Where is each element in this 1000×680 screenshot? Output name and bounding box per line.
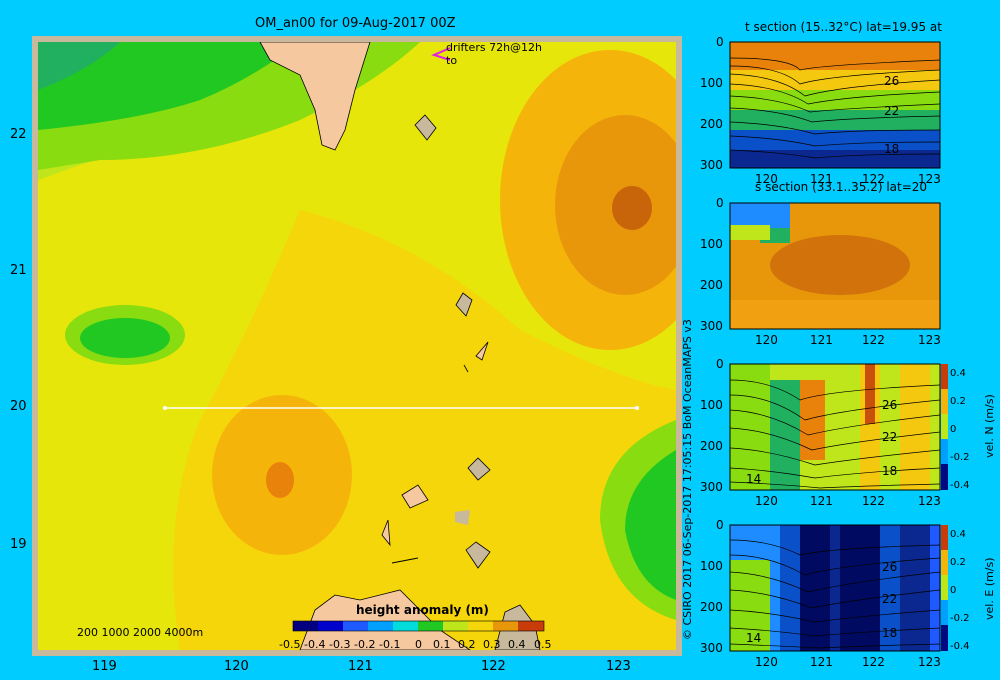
panel-x-tick: 122	[862, 494, 885, 508]
vn-contour-label: 18	[882, 464, 898, 478]
panel-y-tick: 100	[700, 398, 723, 412]
panel-y-tick: 0	[716, 357, 724, 371]
panel-y-tick: 200	[700, 439, 723, 453]
colorbar-tick: 0.4	[508, 638, 526, 651]
colorbar-tick: -0.3	[329, 638, 351, 651]
panel-x-tick: 120	[755, 333, 778, 347]
colorbar-tick: -0.4	[304, 638, 326, 651]
vn-contour-label: 22	[882, 430, 898, 444]
vel-cbar-tick: 0.4	[950, 368, 966, 379]
panel-y-tick: 200	[700, 278, 723, 292]
map-x-tick: 122	[481, 659, 506, 674]
colorbar-tick: -0.1	[379, 638, 401, 651]
vel-cbar-tick: -0.2	[950, 613, 970, 624]
panel-x-tick: 121	[810, 655, 833, 669]
panel-x-tick: 121	[810, 494, 833, 508]
vel-cbar-tick: 0.2	[950, 396, 966, 407]
s-section-plot	[730, 203, 940, 329]
colorbar-tick: 0.2	[458, 638, 476, 651]
map-y-tick: 22	[10, 127, 27, 142]
t-contour-label: 26	[884, 74, 900, 88]
map-x-tick: 123	[606, 659, 631, 674]
t-section-plot	[729, 42, 941, 168]
ve-contour-label: 22	[882, 592, 898, 606]
vn-contour-label: 14	[746, 472, 762, 486]
map-y-tick: 21	[10, 263, 27, 278]
panel-x-tick: 120	[755, 494, 778, 508]
vel-n-colorbar	[941, 364, 948, 490]
height-anomaly-map	[38, 42, 676, 650]
vn-contour-label: 26	[882, 398, 898, 412]
panel-y-tick: 0	[716, 196, 724, 210]
panel-x-tick: 123	[918, 655, 941, 669]
colorbar-tick: 0.3	[483, 638, 501, 651]
vel-e-label: vel. E (m/s)	[983, 557, 996, 620]
panel-x-tick: 122	[862, 333, 885, 347]
map-x-tick: 120	[224, 659, 249, 674]
vel-cbar-tick: -0.4	[950, 480, 970, 491]
panel-x-tick: 121	[810, 172, 833, 186]
t-contour-label: 18	[884, 142, 900, 156]
vel-cbar-tick: 0	[950, 585, 957, 596]
colorbar-tick: 0.1	[433, 638, 451, 651]
depth-legend: 200 1000 2000 4000m	[77, 626, 204, 639]
panel-y-tick: 300	[700, 480, 723, 494]
panel-y-tick: 100	[700, 559, 723, 573]
vel-cbar-tick: 0.2	[950, 557, 966, 568]
panel-y-tick: 300	[700, 158, 723, 172]
vel-e-colorbar	[941, 525, 948, 651]
map-x-tick: 119	[92, 659, 117, 674]
panel-y-tick: 0	[716, 518, 724, 532]
panel-x-tick: 121	[810, 333, 833, 347]
panel-y-tick: 100	[700, 237, 723, 251]
panel-x-tick: 120	[755, 172, 778, 186]
colorbar-tick: 0	[415, 638, 422, 651]
panel-y-tick: 300	[700, 319, 723, 333]
map-x-tick: 121	[348, 659, 373, 674]
vel-n-label: vel. N (m/s)	[983, 394, 996, 458]
panel-y-tick: 300	[700, 641, 723, 655]
page-title: OM_an00 for 09-Aug-2017 00Z	[255, 16, 456, 31]
s-section-title: s section (33.1..35.2) lat=20	[755, 180, 928, 194]
map-y-tick: 19	[10, 537, 27, 552]
colorbar-title: height anomaly (m)	[356, 603, 489, 617]
vel-cbar-tick: -0.4	[950, 641, 970, 652]
map-y-tick: 20	[10, 399, 27, 414]
height-anomaly-colorbar	[292, 620, 545, 632]
panel-y-tick: 100	[700, 76, 723, 90]
t-section-title: t section (15..32°C) lat=19.95 at	[745, 20, 942, 34]
vel-n-section-plot	[729, 364, 941, 490]
panel-x-tick: 120	[755, 655, 778, 669]
colorbar-tick: 0.5	[534, 638, 552, 651]
credit-text: © CSIRO 2017 06-Sep-2017 17:05:15 BoM Oc…	[681, 319, 694, 640]
vel-cbar-tick: -0.2	[950, 452, 970, 463]
panel-x-tick: 123	[918, 333, 941, 347]
panel-y-tick: 200	[700, 600, 723, 614]
drifters-to-label: to	[446, 54, 458, 67]
ve-contour-label: 14	[746, 631, 762, 645]
colorbar-tick: -0.5	[279, 638, 301, 651]
panel-y-tick: 0	[716, 35, 724, 49]
colorbar-tick: -0.2	[354, 638, 376, 651]
panel-x-tick: 122	[862, 172, 885, 186]
panel-x-tick: 122	[862, 655, 885, 669]
t-contour-label: 22	[884, 104, 900, 118]
ve-contour-label: 26	[882, 560, 898, 574]
panel-y-tick: 200	[700, 117, 723, 131]
panel-x-tick: 123	[918, 494, 941, 508]
drifters-label: drifters 72h@12h	[446, 41, 543, 54]
vel-cbar-tick: 0.4	[950, 529, 966, 540]
ve-contour-label: 18	[882, 626, 898, 640]
vel-cbar-tick: 0	[950, 424, 957, 435]
panel-x-tick: 123	[918, 172, 941, 186]
vel-e-section-plot	[729, 525, 941, 651]
